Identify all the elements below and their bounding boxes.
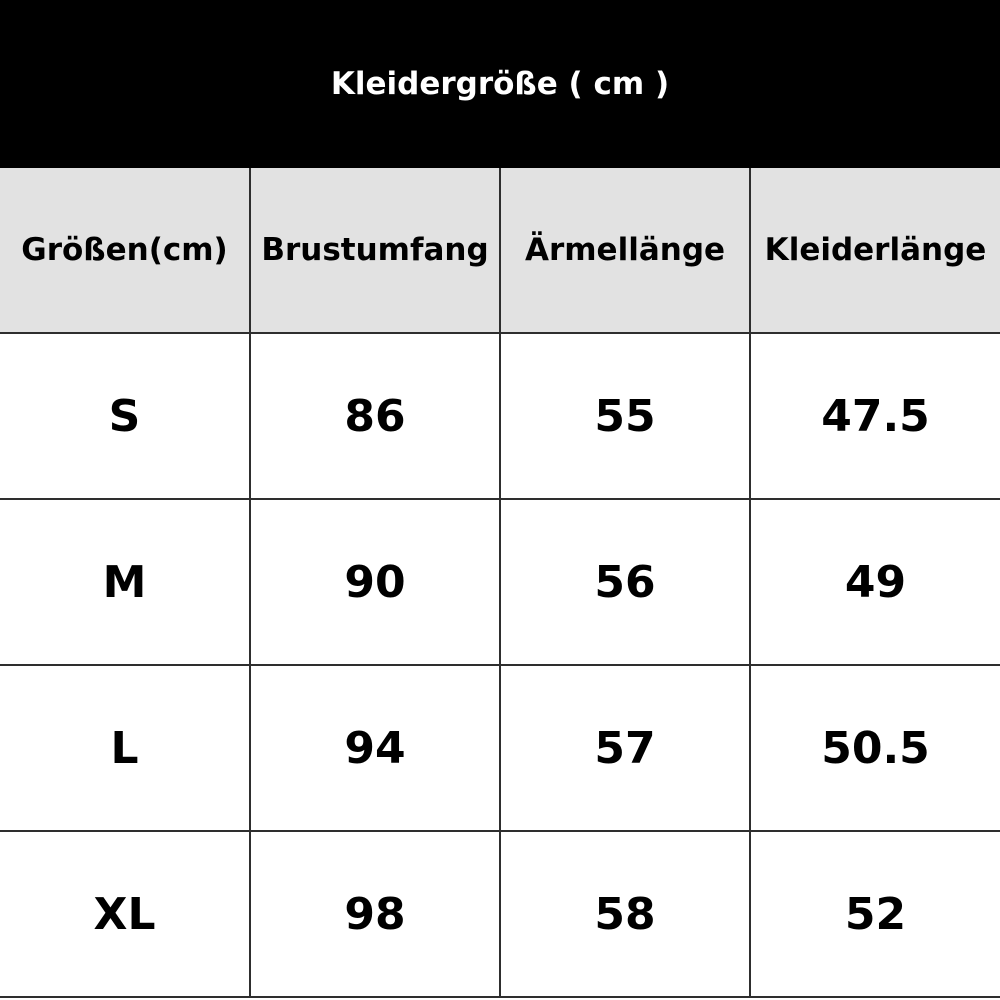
column-header-sleeve: Ärmellänge bbox=[499, 168, 751, 334]
table-cell-length: 50.5 bbox=[749, 664, 1000, 832]
table-cell-length: 52 bbox=[749, 830, 1000, 998]
column-header-size: Größen(cm) bbox=[0, 168, 251, 334]
table-cell-sleeve: 55 bbox=[499, 332, 751, 500]
table-cell-size: XL bbox=[0, 830, 251, 998]
table-cell-sleeve: 56 bbox=[499, 498, 751, 666]
title-bar: Kleidergröße ( cm ) bbox=[0, 0, 1000, 168]
table-cell-length: 47.5 bbox=[749, 332, 1000, 500]
table-cell-size: L bbox=[0, 664, 251, 832]
table-row: M 90 56 49 bbox=[0, 498, 1000, 666]
column-header-length: Kleiderlänge bbox=[749, 168, 1000, 334]
table-cell-length: 49 bbox=[749, 498, 1000, 666]
table-cell-chest: 94 bbox=[249, 664, 501, 832]
table-cell-sleeve: 58 bbox=[499, 830, 751, 998]
table-cell-size: S bbox=[0, 332, 251, 500]
table-header-row: Größen(cm) Brustumfang Ärmellänge Kleide… bbox=[0, 168, 1000, 334]
column-header-chest: Brustumfang bbox=[249, 168, 501, 334]
page-title: Kleidergröße ( cm ) bbox=[330, 66, 670, 102]
table-cell-chest: 90 bbox=[249, 498, 501, 666]
table-row: S 86 55 47.5 bbox=[0, 332, 1000, 500]
table-cell-chest: 86 bbox=[249, 332, 501, 500]
table-cell-sleeve: 57 bbox=[499, 664, 751, 832]
table-cell-size: M bbox=[0, 498, 251, 666]
table-cell-chest: 98 bbox=[249, 830, 501, 998]
size-table: Größen(cm) Brustumfang Ärmellänge Kleide… bbox=[0, 168, 1000, 998]
table-row: L 94 57 50.5 bbox=[0, 664, 1000, 832]
table-row: XL 98 58 52 bbox=[0, 830, 1000, 998]
